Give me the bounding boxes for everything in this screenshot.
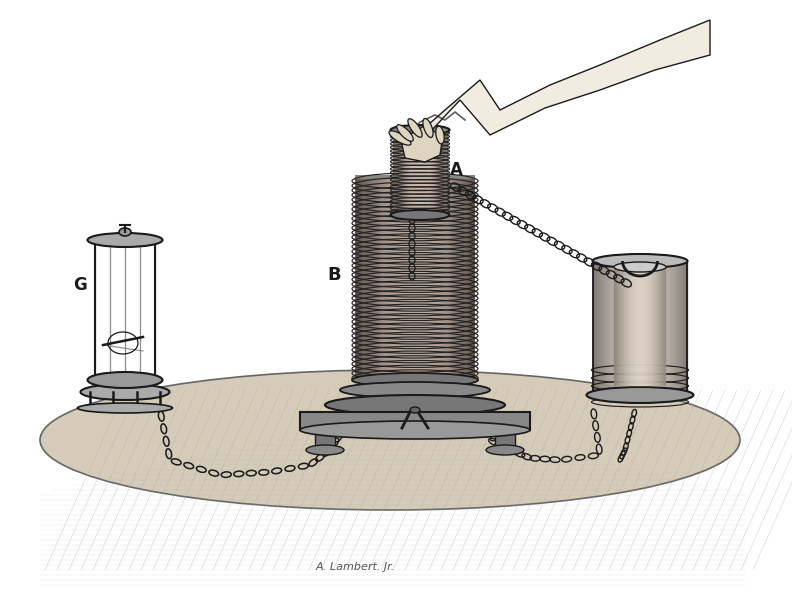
Text: G: G	[73, 276, 87, 294]
Ellipse shape	[325, 395, 505, 415]
Ellipse shape	[81, 384, 169, 400]
Ellipse shape	[119, 228, 131, 236]
FancyBboxPatch shape	[300, 412, 530, 430]
Ellipse shape	[592, 254, 687, 268]
Polygon shape	[415, 20, 710, 138]
Ellipse shape	[587, 387, 694, 403]
Ellipse shape	[87, 233, 162, 247]
Ellipse shape	[423, 119, 433, 138]
Ellipse shape	[408, 119, 422, 137]
Text: B: B	[327, 266, 341, 284]
Ellipse shape	[300, 421, 530, 439]
Ellipse shape	[40, 370, 740, 510]
Text: A: A	[450, 161, 463, 179]
Polygon shape	[402, 125, 442, 162]
Ellipse shape	[390, 125, 450, 135]
Ellipse shape	[306, 445, 344, 455]
Text: A. Lambert. Jr.: A. Lambert. Jr.	[315, 562, 394, 572]
Ellipse shape	[87, 372, 162, 388]
Ellipse shape	[78, 403, 173, 413]
FancyBboxPatch shape	[315, 428, 335, 450]
Ellipse shape	[389, 131, 411, 145]
Ellipse shape	[397, 125, 413, 141]
Ellipse shape	[614, 262, 666, 272]
Ellipse shape	[436, 126, 444, 144]
Ellipse shape	[352, 373, 478, 387]
Ellipse shape	[390, 210, 450, 220]
Ellipse shape	[340, 382, 490, 398]
FancyBboxPatch shape	[495, 428, 515, 450]
Ellipse shape	[410, 407, 420, 413]
Ellipse shape	[486, 445, 524, 455]
FancyBboxPatch shape	[355, 175, 475, 380]
